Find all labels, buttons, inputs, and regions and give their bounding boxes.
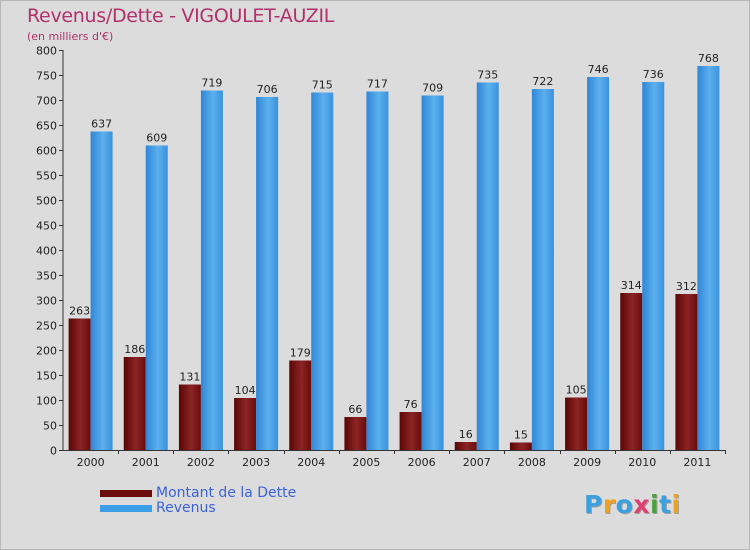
bar-debt xyxy=(454,442,477,450)
logo-letter: t xyxy=(659,490,672,519)
bar-debt xyxy=(178,384,201,450)
data-label-revenus: 719 xyxy=(201,77,222,90)
legend-label-revenus: Revenus xyxy=(156,500,216,516)
y-tick-label: 50 xyxy=(43,420,57,433)
y-tick-label: 150 xyxy=(36,370,57,383)
y-tick-label: 0 xyxy=(50,445,57,458)
bar-debt xyxy=(399,412,422,450)
y-tick-label: 550 xyxy=(36,170,57,183)
data-label-debt: 16 xyxy=(459,428,473,441)
data-label-debt: 131 xyxy=(179,371,200,384)
chart-subtitle: (en milliers d'€) xyxy=(27,30,114,43)
bar-revenus xyxy=(90,131,113,450)
bar-revenus xyxy=(200,90,223,450)
proxiti-logo: Proxiti xyxy=(584,490,681,519)
bar-debt xyxy=(675,294,698,450)
data-label-revenus: 736 xyxy=(643,68,664,81)
data-label-revenus: 715 xyxy=(312,79,333,92)
bar-debt xyxy=(620,293,643,450)
data-label-revenus: 746 xyxy=(588,63,609,76)
x-tick-label: 2008 xyxy=(518,456,546,469)
legend-swatch-debt xyxy=(100,490,152,497)
y-tick-label: 400 xyxy=(36,245,57,258)
data-label-debt: 314 xyxy=(621,279,642,292)
x-tick-label: 2010 xyxy=(628,456,656,469)
data-label-revenus: 768 xyxy=(698,52,719,65)
bar-debt xyxy=(68,318,91,450)
data-label-revenus: 637 xyxy=(91,118,112,131)
bar-revenus xyxy=(697,66,720,450)
logo-letter: x xyxy=(633,490,650,519)
data-label-debt: 179 xyxy=(290,347,311,360)
logo-letter: i xyxy=(650,490,660,519)
data-label-debt: 263 xyxy=(69,305,90,318)
x-tick-label: 2002 xyxy=(187,456,215,469)
legend-item-revenus: Revenus xyxy=(100,501,296,516)
x-tick-label: 2006 xyxy=(408,456,436,469)
bar-revenus xyxy=(587,77,610,450)
y-tick-label: 650 xyxy=(36,120,57,133)
x-tick-label: 2003 xyxy=(242,456,270,469)
y-tick-label: 250 xyxy=(36,320,57,333)
bar-revenus xyxy=(256,97,279,450)
data-label-debt: 15 xyxy=(514,429,528,442)
x-tick-label: 2009 xyxy=(573,456,601,469)
bar-debt xyxy=(565,397,588,450)
legend: Montant de la Dette Revenus xyxy=(100,486,296,516)
data-label-revenus: 709 xyxy=(422,82,443,95)
data-label-revenus: 722 xyxy=(532,75,553,88)
y-tick-label: 750 xyxy=(36,70,57,83)
bar-revenus xyxy=(642,82,665,450)
chart-title: Revenus/Dette - VIGOULET-AUZIL xyxy=(27,5,335,27)
x-tick-label: 2004 xyxy=(297,456,325,469)
x-tick-label: 2011 xyxy=(683,456,711,469)
y-axis: 0 50 100 150 200 250 300 350 400 450 500 550 600 650 7… xyxy=(36,45,64,458)
y-tick-label: 300 xyxy=(36,295,57,308)
logo-letter: P xyxy=(584,490,603,519)
bar-debt xyxy=(509,442,532,450)
data-label-debt: 66 xyxy=(348,403,362,416)
y-tick-label: 450 xyxy=(36,220,57,233)
data-label-revenus: 735 xyxy=(477,69,498,82)
y-tick-label: 800 xyxy=(36,45,57,58)
bar-revenus xyxy=(476,82,499,450)
x-tick-label: 2001 xyxy=(132,456,160,469)
bars: 263 637 186 609 131 719 104 706 179 715 66 717 76 709… xyxy=(68,52,720,450)
data-label-revenus: 717 xyxy=(367,78,388,91)
legend-swatch-revenus xyxy=(100,505,152,512)
x-axis: 2000 2001 2002 2003 2004 2005 2006 2007 2008 2009… xyxy=(63,450,726,469)
data-label-revenus: 609 xyxy=(146,132,167,145)
x-tick-label: 2000 xyxy=(77,456,105,469)
y-tick-label: 200 xyxy=(36,345,57,358)
bar-debt xyxy=(289,360,312,450)
data-label-revenus: 706 xyxy=(257,83,278,96)
logo-letter: i xyxy=(671,490,681,519)
data-label-debt: 186 xyxy=(124,343,145,356)
y-tick-label: 100 xyxy=(36,395,57,408)
legend-item-debt: Montant de la Dette xyxy=(100,486,296,501)
bar-revenus xyxy=(311,92,334,450)
logo-letter: o xyxy=(615,490,634,519)
bar-debt xyxy=(344,417,367,450)
data-label-debt: 105 xyxy=(566,384,587,397)
data-label-debt: 76 xyxy=(404,398,418,411)
bar-revenus xyxy=(421,95,444,450)
bar-debt xyxy=(234,398,257,450)
data-label-debt: 312 xyxy=(676,280,697,293)
bar-debt xyxy=(123,357,146,450)
x-tick-label: 2007 xyxy=(463,456,491,469)
y-tick-label: 700 xyxy=(36,95,57,108)
x-tick-label: 2005 xyxy=(352,456,380,469)
y-tick-label: 600 xyxy=(36,145,57,158)
data-label-debt: 104 xyxy=(235,384,256,397)
logo-letter: r xyxy=(602,490,616,519)
y-tick-label: 350 xyxy=(36,270,57,283)
bar-revenus xyxy=(366,91,389,450)
y-tick-label: 500 xyxy=(36,195,57,208)
bar-revenus xyxy=(531,89,554,450)
bar-revenus xyxy=(145,145,168,450)
legend-label-debt: Montant de la Dette xyxy=(156,485,297,501)
